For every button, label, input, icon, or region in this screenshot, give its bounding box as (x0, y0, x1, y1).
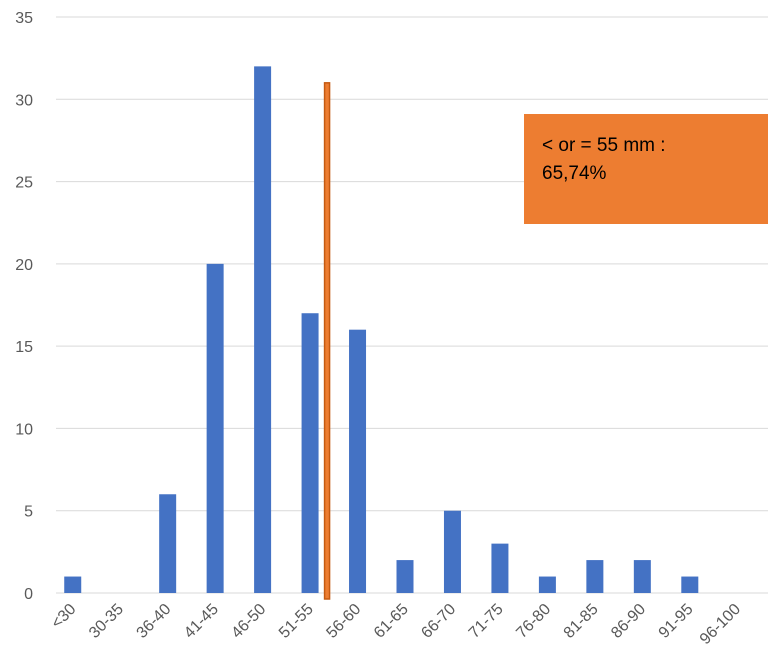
bar-12 (633, 560, 651, 593)
bar-2 (159, 494, 177, 593)
x-tick-label: 61-65 (371, 601, 412, 642)
bar-13 (681, 576, 699, 593)
x-tick-label: 96-100 (697, 601, 744, 648)
y-tick-label: 25 (15, 175, 33, 192)
x-tick-label: 81-85 (561, 601, 602, 642)
x-tick-label: 51-55 (276, 601, 317, 642)
y-tick-label: 10 (15, 421, 33, 438)
x-tick-label: <30 (48, 601, 79, 632)
x-tick-label: 36-40 (134, 601, 175, 642)
y-tick-label: 0 (24, 586, 33, 603)
bar-11 (586, 560, 604, 593)
x-tick-label: 76-80 (513, 601, 554, 642)
y-axis-ticks: 0 5 10 15 20 25 30 35 (15, 10, 33, 603)
bar-4 (254, 66, 272, 593)
bar-8 (443, 510, 461, 593)
bar-7 (396, 560, 414, 593)
bar-0 (64, 576, 82, 593)
y-tick-label: 15 (15, 339, 33, 356)
y-tick-label: 35 (15, 10, 33, 27)
x-tick-label: 30-35 (86, 601, 127, 642)
reference-line (323, 82, 331, 600)
x-tick-label: 86-90 (608, 601, 649, 642)
x-tick-label: 56-60 (323, 601, 364, 642)
y-tick-label: 20 (15, 257, 33, 274)
callout-line1: < or = 55 mm : (542, 135, 666, 156)
x-tick-label: 91-95 (656, 601, 697, 642)
bars (64, 66, 699, 593)
callout-line2: 65,74% (542, 163, 607, 184)
y-tick-label: 5 (24, 504, 33, 521)
x-tick-label: 41-45 (181, 601, 222, 642)
x-tick-label: 71-75 (466, 601, 507, 642)
bar-3 (206, 263, 224, 593)
reference-line-group (323, 82, 331, 600)
x-tick-label: 66-70 (418, 601, 459, 642)
bar-10 (538, 576, 556, 593)
y-tick-label: 30 (15, 92, 33, 109)
bar-5 (301, 313, 319, 593)
bar-6 (349, 329, 367, 593)
bar-9 (491, 543, 509, 593)
percentage-callout: < or = 55 mm : 65,74% (524, 114, 768, 224)
x-tick-label: 46-50 (228, 601, 269, 642)
x-axis-ticks: <30 30-35 36-40 41-45 46-50 51-55 56-60 61-65 66… (48, 601, 744, 648)
